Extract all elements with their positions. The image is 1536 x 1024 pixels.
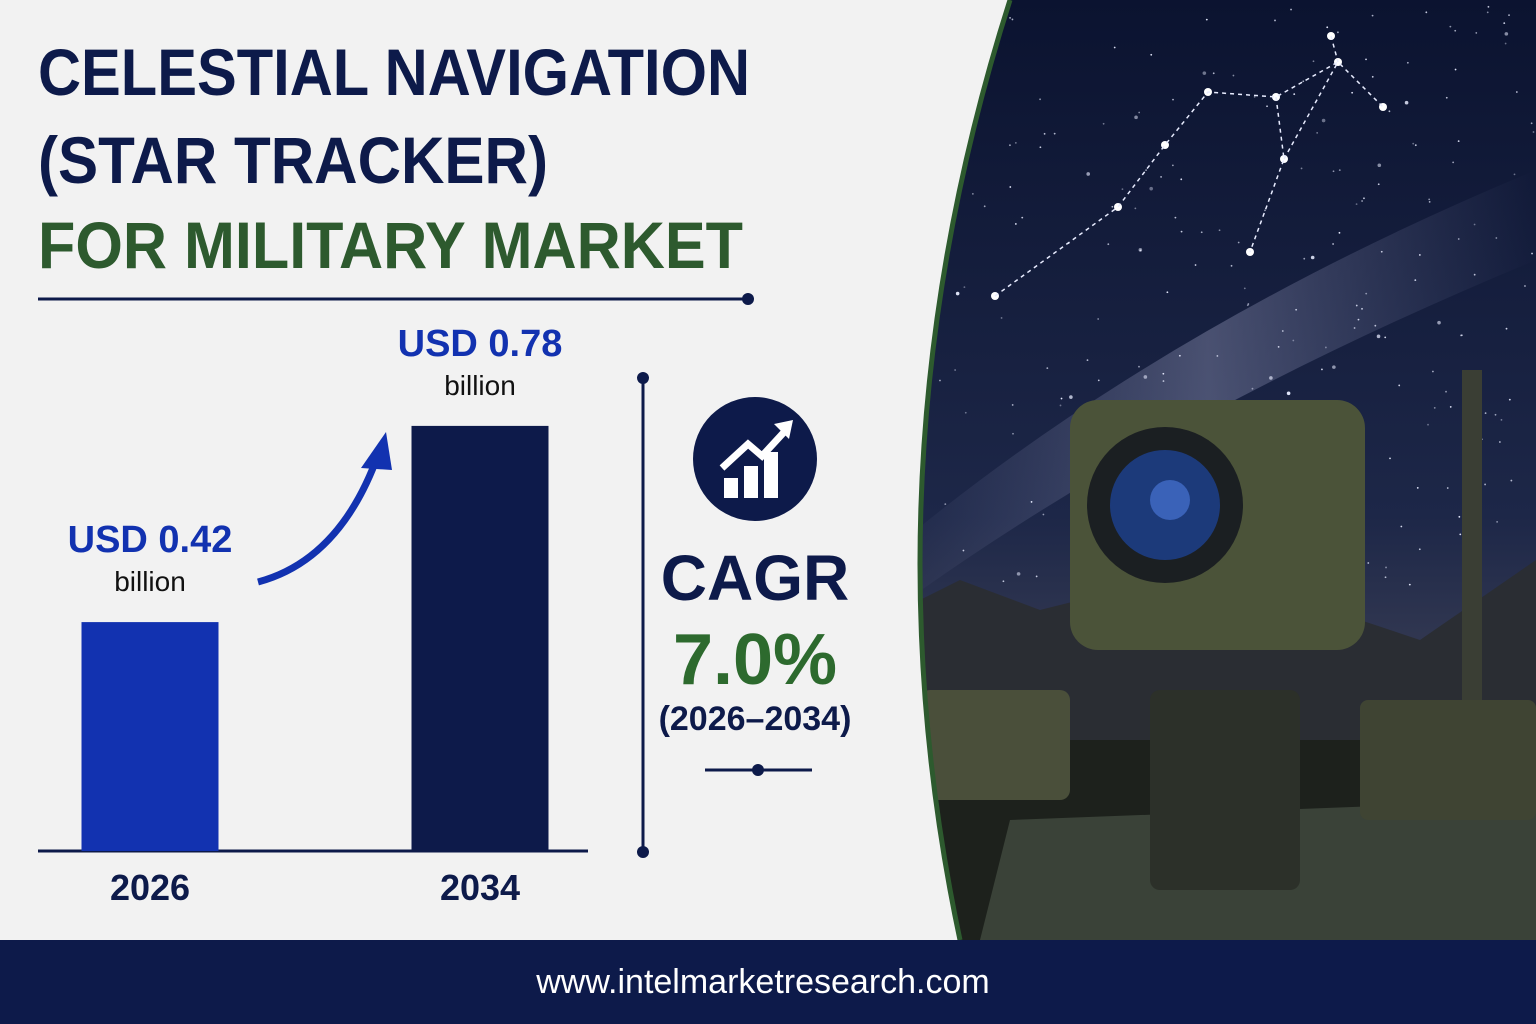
title-line: FOR MILITARY MARKET — [38, 208, 743, 282]
title-line: (STAR TRACKER) — [38, 123, 548, 197]
x-tick-label: 2034 — [440, 867, 520, 908]
growth-arrowhead — [361, 432, 392, 470]
growth-arrow — [257, 453, 382, 586]
divider-dot — [742, 293, 754, 305]
bar — [411, 425, 549, 851]
photo — [920, 0, 1536, 940]
separator-dot — [637, 846, 649, 858]
cagr-value: 7.0% — [673, 620, 837, 700]
unit-label: billion — [444, 370, 516, 401]
footer-band — [0, 940, 1536, 1024]
cagr-label: CAGR — [661, 542, 849, 614]
growth-icon-arrow — [774, 420, 793, 439]
bar — [81, 622, 219, 851]
unit-label: billion — [114, 566, 186, 597]
growth-icon — [693, 397, 817, 521]
value-label: USD 0.42 — [68, 519, 233, 561]
x-tick-label: 2026 — [110, 867, 190, 908]
cagr-rule-dot — [752, 764, 764, 776]
title-line: CELESTIAL NAVIGATION — [38, 35, 750, 109]
value-label: USD 0.78 — [398, 323, 563, 365]
separator-dot — [637, 372, 649, 384]
growth-icon-bars — [724, 452, 778, 498]
footer-url: www.intelmarketresearch.com — [535, 963, 989, 1001]
cagr-period: (2026–2034) — [659, 700, 852, 738]
growth-icon-line — [719, 427, 789, 471]
photo-border — [917, 0, 1013, 941]
title: CELESTIAL NAVIGATION (STAR TRACKER) FOR MI… — [38, 35, 750, 282]
